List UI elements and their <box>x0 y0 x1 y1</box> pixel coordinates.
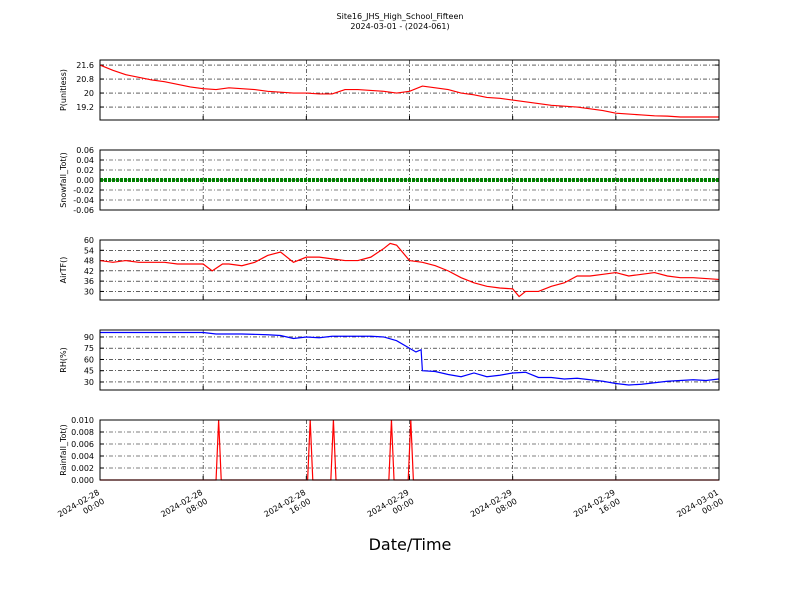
plot-frame <box>99 239 720 301</box>
y-tick-label: 0.06 <box>76 146 94 155</box>
y-tick-label: 0.010 <box>71 416 94 425</box>
y-tick-label: 19.2 <box>76 103 94 112</box>
y-tick-label: 0.000 <box>71 476 94 485</box>
x-axis-label: Date/Time <box>369 535 452 554</box>
y-tick-label: 0.004 <box>71 452 94 461</box>
y-tick-label: 30 <box>84 378 94 387</box>
y-tick-label: -0.06 <box>73 206 94 215</box>
y-tick-label: 60 <box>84 355 94 364</box>
y-tick-label: 0.04 <box>76 156 94 165</box>
y-tick-label: -0.04 <box>73 196 94 205</box>
plot-frame <box>99 149 720 211</box>
y-tick-label: 36 <box>84 277 94 286</box>
chart-subtitle: 2024-03-01 - (2024-061) <box>350 22 449 31</box>
y-axis-label: Snowfall_Tot() <box>59 152 68 208</box>
y-tick-label: 48 <box>84 257 94 266</box>
plot-frame <box>99 419 720 481</box>
data-line <box>100 331 720 386</box>
y-tick-label: 0.002 <box>71 464 94 473</box>
y-tick-label: 75 <box>84 344 94 353</box>
y-tick-label: 42 <box>84 267 94 276</box>
chart-title: Site16_JHS_High_School_Fifteen <box>337 12 464 21</box>
y-tick-label: -0.02 <box>73 186 94 195</box>
y-tick-label: 0.02 <box>76 166 94 175</box>
y-tick-label: 20 <box>84 89 94 98</box>
y-tick-label: 54 <box>84 246 94 255</box>
y-axis-label: P(unitless) <box>59 69 68 111</box>
y-axis-label: RH(%) <box>59 347 68 372</box>
y-tick-label: 0.006 <box>71 440 94 449</box>
y-tick-label: 45 <box>84 367 94 376</box>
y-tick-label: 21.6 <box>76 61 94 70</box>
y-tick-label: 0.008 <box>71 428 94 437</box>
y-tick-label: 60 <box>84 236 94 245</box>
y-axis-label: AirTF() <box>59 257 68 284</box>
y-tick-label: 0.00 <box>76 176 94 185</box>
y-tick-label: 90 <box>84 333 94 342</box>
y-tick-label: 20.8 <box>76 75 94 84</box>
y-tick-label: 30 <box>84 287 94 296</box>
data-line <box>99 64 719 118</box>
plot-frame <box>99 59 720 121</box>
data-line <box>99 242 720 298</box>
plot-frame <box>99 329 720 391</box>
y-axis-label: Rainfall_Tot() <box>59 424 68 476</box>
